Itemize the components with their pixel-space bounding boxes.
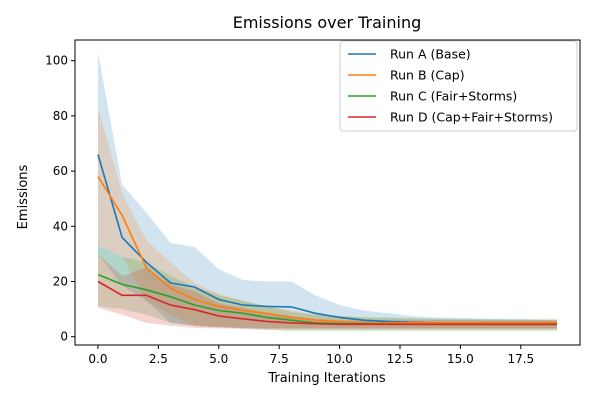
legend-label: Run A (Base) (390, 47, 471, 62)
y-tick-label: 20 (53, 275, 68, 289)
x-axis-ticks: 0.0 2.5 5.0 7.5 10.0 12.5 15.0 17.5 (88, 345, 534, 366)
legend-label: Run C (Fair+Storms) (390, 89, 517, 104)
y-tick-label: 0 (60, 330, 68, 344)
series-lines (97, 154, 557, 326)
x-tick-label: 7.5 (270, 352, 289, 366)
y-axis-label: Emissions (16, 164, 31, 229)
x-tick-label: 17.5 (507, 352, 534, 366)
y-axis-ticks: 0 20 40 60 80 100 (45, 54, 75, 344)
line-run-b-cap (97, 176, 557, 324)
y-tick-label: 40 (53, 219, 68, 233)
x-tick-label: 12.5 (387, 352, 414, 366)
x-tick-label: 10.0 (326, 352, 353, 366)
y-tick-label: 80 (53, 109, 68, 123)
x-tick-label: 2.5 (149, 352, 168, 366)
x-tick-label: 0.0 (88, 352, 107, 366)
line-run-d-cap-fair-storms (97, 280, 557, 326)
x-tick-label: 5.0 (209, 352, 228, 366)
y-tick-label: 100 (45, 54, 68, 68)
legend-label: Run B (Cap) (390, 68, 465, 83)
x-tick-label: 15.0 (447, 352, 474, 366)
chart-title: Emissions over Training (233, 13, 422, 32)
legend-label: Run D (Cap+Fair+Storms) (390, 110, 553, 125)
x-axis-label: Training Iterations (267, 371, 386, 386)
legend-box (339, 40, 578, 132)
legend: Run A (Base) Run B (Cap) Run C (Fair+Storm… (339, 40, 578, 132)
plot-frame (74, 39, 581, 346)
band-run-d-cap-fair-storms (98, 253, 557, 330)
y-tick-label: 60 (53, 164, 68, 178)
